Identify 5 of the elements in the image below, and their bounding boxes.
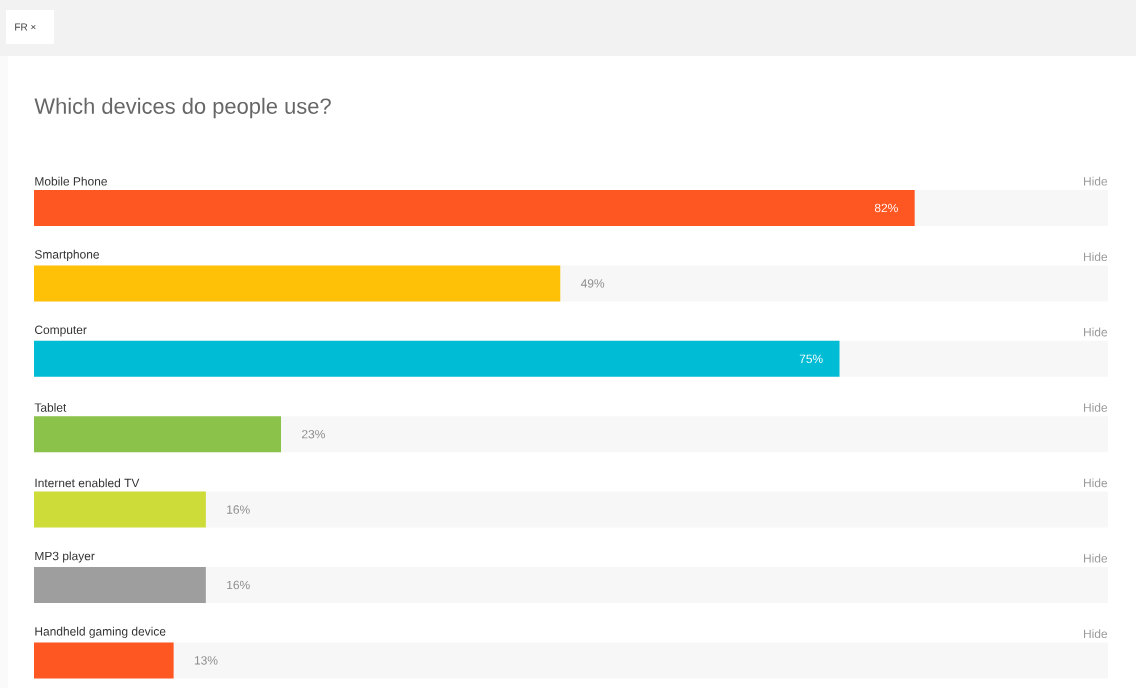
bar	[34, 566, 206, 603]
bar	[34, 642, 174, 679]
bar	[34, 491, 206, 528]
bar	[34, 416, 282, 453]
chart-title: Which devices do people use?	[34, 97, 331, 119]
